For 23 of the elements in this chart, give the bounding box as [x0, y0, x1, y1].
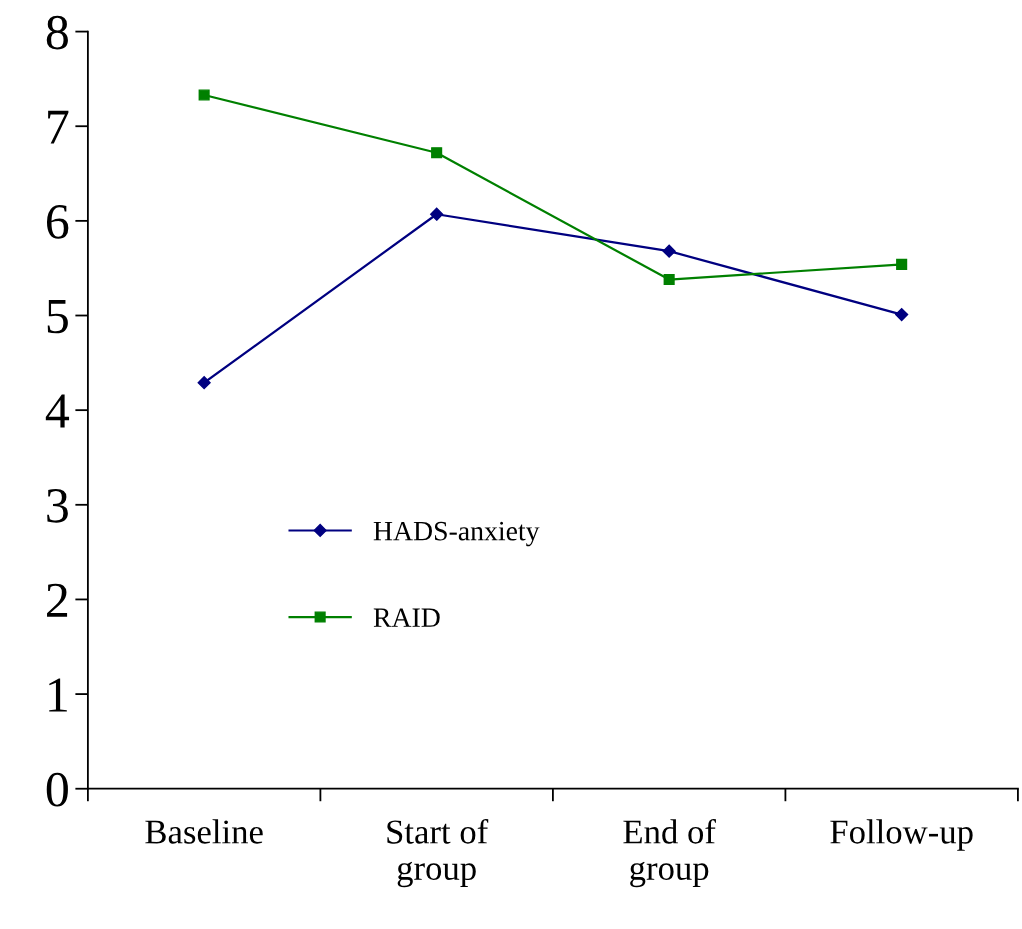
x-tick-label: Start of group	[387, 818, 489, 888]
y-tick-label: 0	[46, 772, 68, 807]
legend-label: HADS-anxiety	[373, 521, 540, 547]
point	[430, 207, 444, 221]
y-tick-label: 2	[47, 583, 68, 617]
point	[198, 89, 210, 101]
y-tick-label: 7	[48, 110, 69, 144]
y-tick-label: 6	[46, 205, 69, 239]
x-tick-label: End of group	[623, 818, 716, 888]
y-tick-label: 5	[47, 300, 68, 334]
y-tick-label: 3	[47, 489, 68, 523]
y-tick-label: 4	[45, 394, 70, 428]
point	[896, 258, 908, 270]
x-tick-label: Baseline	[145, 819, 263, 844]
point	[662, 244, 676, 258]
x-tick-label: Follow-up	[830, 819, 973, 851]
point	[431, 147, 443, 159]
y-tick-label: 1	[49, 678, 67, 712]
point	[197, 376, 211, 390]
point	[663, 273, 675, 286]
point	[895, 307, 909, 322]
y-tick-label: 8	[46, 15, 68, 50]
legend-label: RAID	[373, 608, 440, 627]
